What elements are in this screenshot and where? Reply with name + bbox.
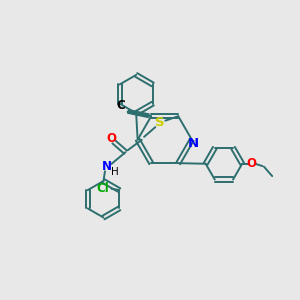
Text: S: S <box>155 116 165 129</box>
Text: N: N <box>188 137 199 150</box>
Text: C: C <box>116 98 125 112</box>
Text: O: O <box>247 157 256 170</box>
Text: Cl: Cl <box>97 182 110 195</box>
Text: N: N <box>102 160 112 173</box>
Text: O: O <box>106 132 116 146</box>
Text: H: H <box>111 167 119 177</box>
